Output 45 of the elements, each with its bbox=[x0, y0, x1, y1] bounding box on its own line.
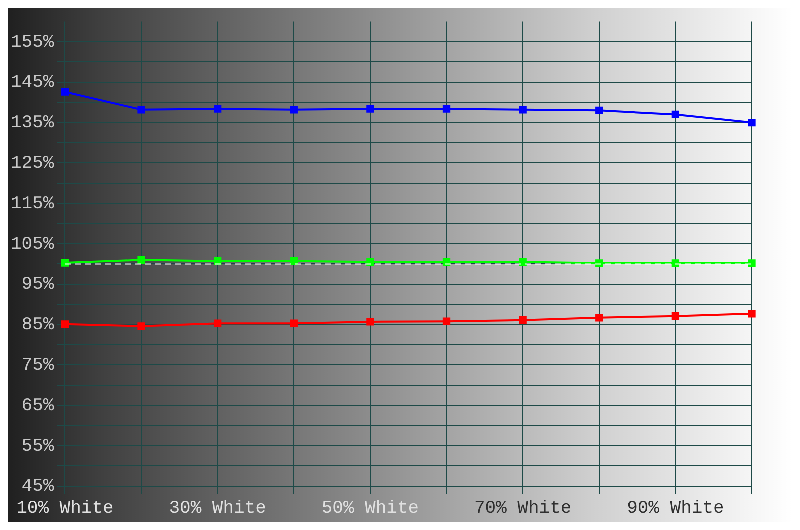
y-tick-label: 125% bbox=[10, 154, 54, 174]
y-tick-label: 135% bbox=[10, 114, 54, 134]
point bbox=[290, 106, 298, 114]
point bbox=[366, 318, 374, 326]
point bbox=[61, 320, 70, 328]
x-tick-label: 90% White bbox=[627, 498, 724, 519]
point bbox=[138, 256, 146, 264]
y-tick-label: 75% bbox=[22, 356, 54, 376]
point bbox=[290, 258, 298, 266]
point bbox=[442, 318, 451, 326]
x-tick-label: 50% White bbox=[322, 498, 420, 519]
point bbox=[519, 106, 527, 114]
y-tick-label: 65% bbox=[22, 396, 54, 416]
y-tick-label: 55% bbox=[22, 436, 54, 457]
point bbox=[138, 322, 146, 330]
point bbox=[596, 106, 604, 115]
point bbox=[672, 260, 680, 268]
y-tick-label: 155% bbox=[10, 32, 54, 53]
point bbox=[214, 105, 222, 113]
point bbox=[519, 258, 527, 266]
point bbox=[214, 320, 222, 328]
point bbox=[672, 312, 680, 320]
y-tick-label: 45% bbox=[22, 477, 54, 498]
x-tick-label: 10% White bbox=[16, 498, 114, 519]
point bbox=[366, 258, 374, 266]
point bbox=[366, 105, 374, 113]
point bbox=[138, 106, 146, 114]
y-tick-label: 105% bbox=[10, 234, 54, 255]
y-tick-label: 115% bbox=[10, 194, 54, 214]
point bbox=[748, 310, 756, 318]
point bbox=[214, 258, 222, 266]
x-tick-label: 70% White bbox=[474, 498, 572, 519]
point bbox=[672, 110, 680, 119]
point bbox=[748, 260, 756, 268]
point bbox=[61, 88, 70, 96]
point bbox=[442, 105, 451, 113]
point bbox=[519, 316, 527, 324]
x-tick-label: 30% White bbox=[169, 498, 266, 519]
point bbox=[596, 314, 604, 322]
point bbox=[61, 259, 70, 267]
y-tick-label: 145% bbox=[10, 73, 54, 94]
y-tick-label: 95% bbox=[22, 275, 54, 296]
point bbox=[290, 320, 298, 328]
point bbox=[748, 118, 756, 127]
y-tick-label: 85% bbox=[22, 316, 54, 336]
